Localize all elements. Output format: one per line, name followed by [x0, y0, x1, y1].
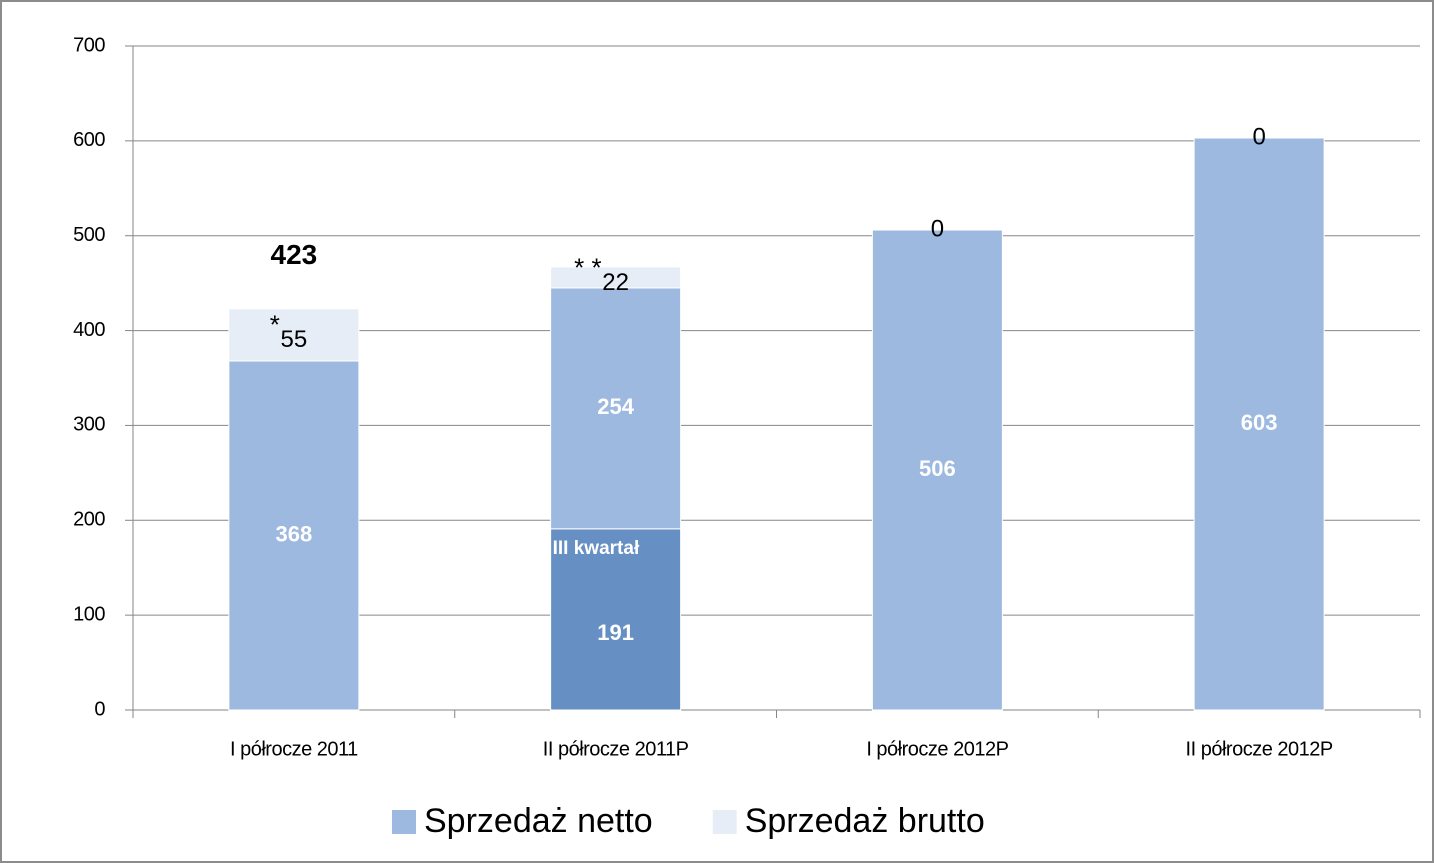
legend-swatch	[712, 810, 737, 834]
y-tick-label: 100	[73, 603, 105, 625]
y-tick-label: 300	[73, 414, 105, 436]
y-tick-label: 0	[94, 698, 105, 720]
y-tick-label: 500	[73, 224, 105, 246]
x-tick-label: II półrocze 2011P	[543, 738, 689, 760]
y-tick-label: 200	[73, 509, 105, 531]
y-tick-label: 700	[73, 34, 105, 56]
y-tick-label: 400	[73, 319, 105, 341]
x-tick-label: I półrocze 2012P	[866, 738, 1008, 760]
legend-swatch	[392, 810, 416, 834]
note-marker: * *	[574, 252, 601, 282]
data-label: 0	[931, 215, 944, 242]
data-label: 55	[281, 326, 308, 353]
bar-segment	[228, 360, 360, 711]
note-marker: *	[270, 310, 280, 340]
legend-label: Sprzedaż brutto	[745, 802, 985, 840]
segment-name: III kwartał	[553, 538, 640, 559]
data-label: 603	[1241, 410, 1278, 435]
bar-segment	[871, 229, 1003, 711]
bar-segment	[1193, 137, 1325, 711]
data-label: 0	[1252, 123, 1265, 150]
y-tick-label: 600	[73, 129, 105, 151]
x-tick-label: II półrocze 2012P	[1186, 738, 1333, 760]
data-label: 506	[919, 456, 956, 481]
bar-segment	[550, 266, 682, 289]
legend-label: Sprzedaż netto	[424, 802, 653, 840]
bar-segment	[550, 287, 682, 530]
data-label: 22	[602, 269, 629, 296]
x-tick-label: I półrocze 2011	[230, 738, 358, 760]
data-label: 368	[276, 521, 313, 546]
bar-segment	[228, 308, 360, 362]
total-label: 423	[271, 239, 318, 270]
data-label: 191	[597, 620, 634, 645]
data-label: 254	[597, 394, 634, 419]
